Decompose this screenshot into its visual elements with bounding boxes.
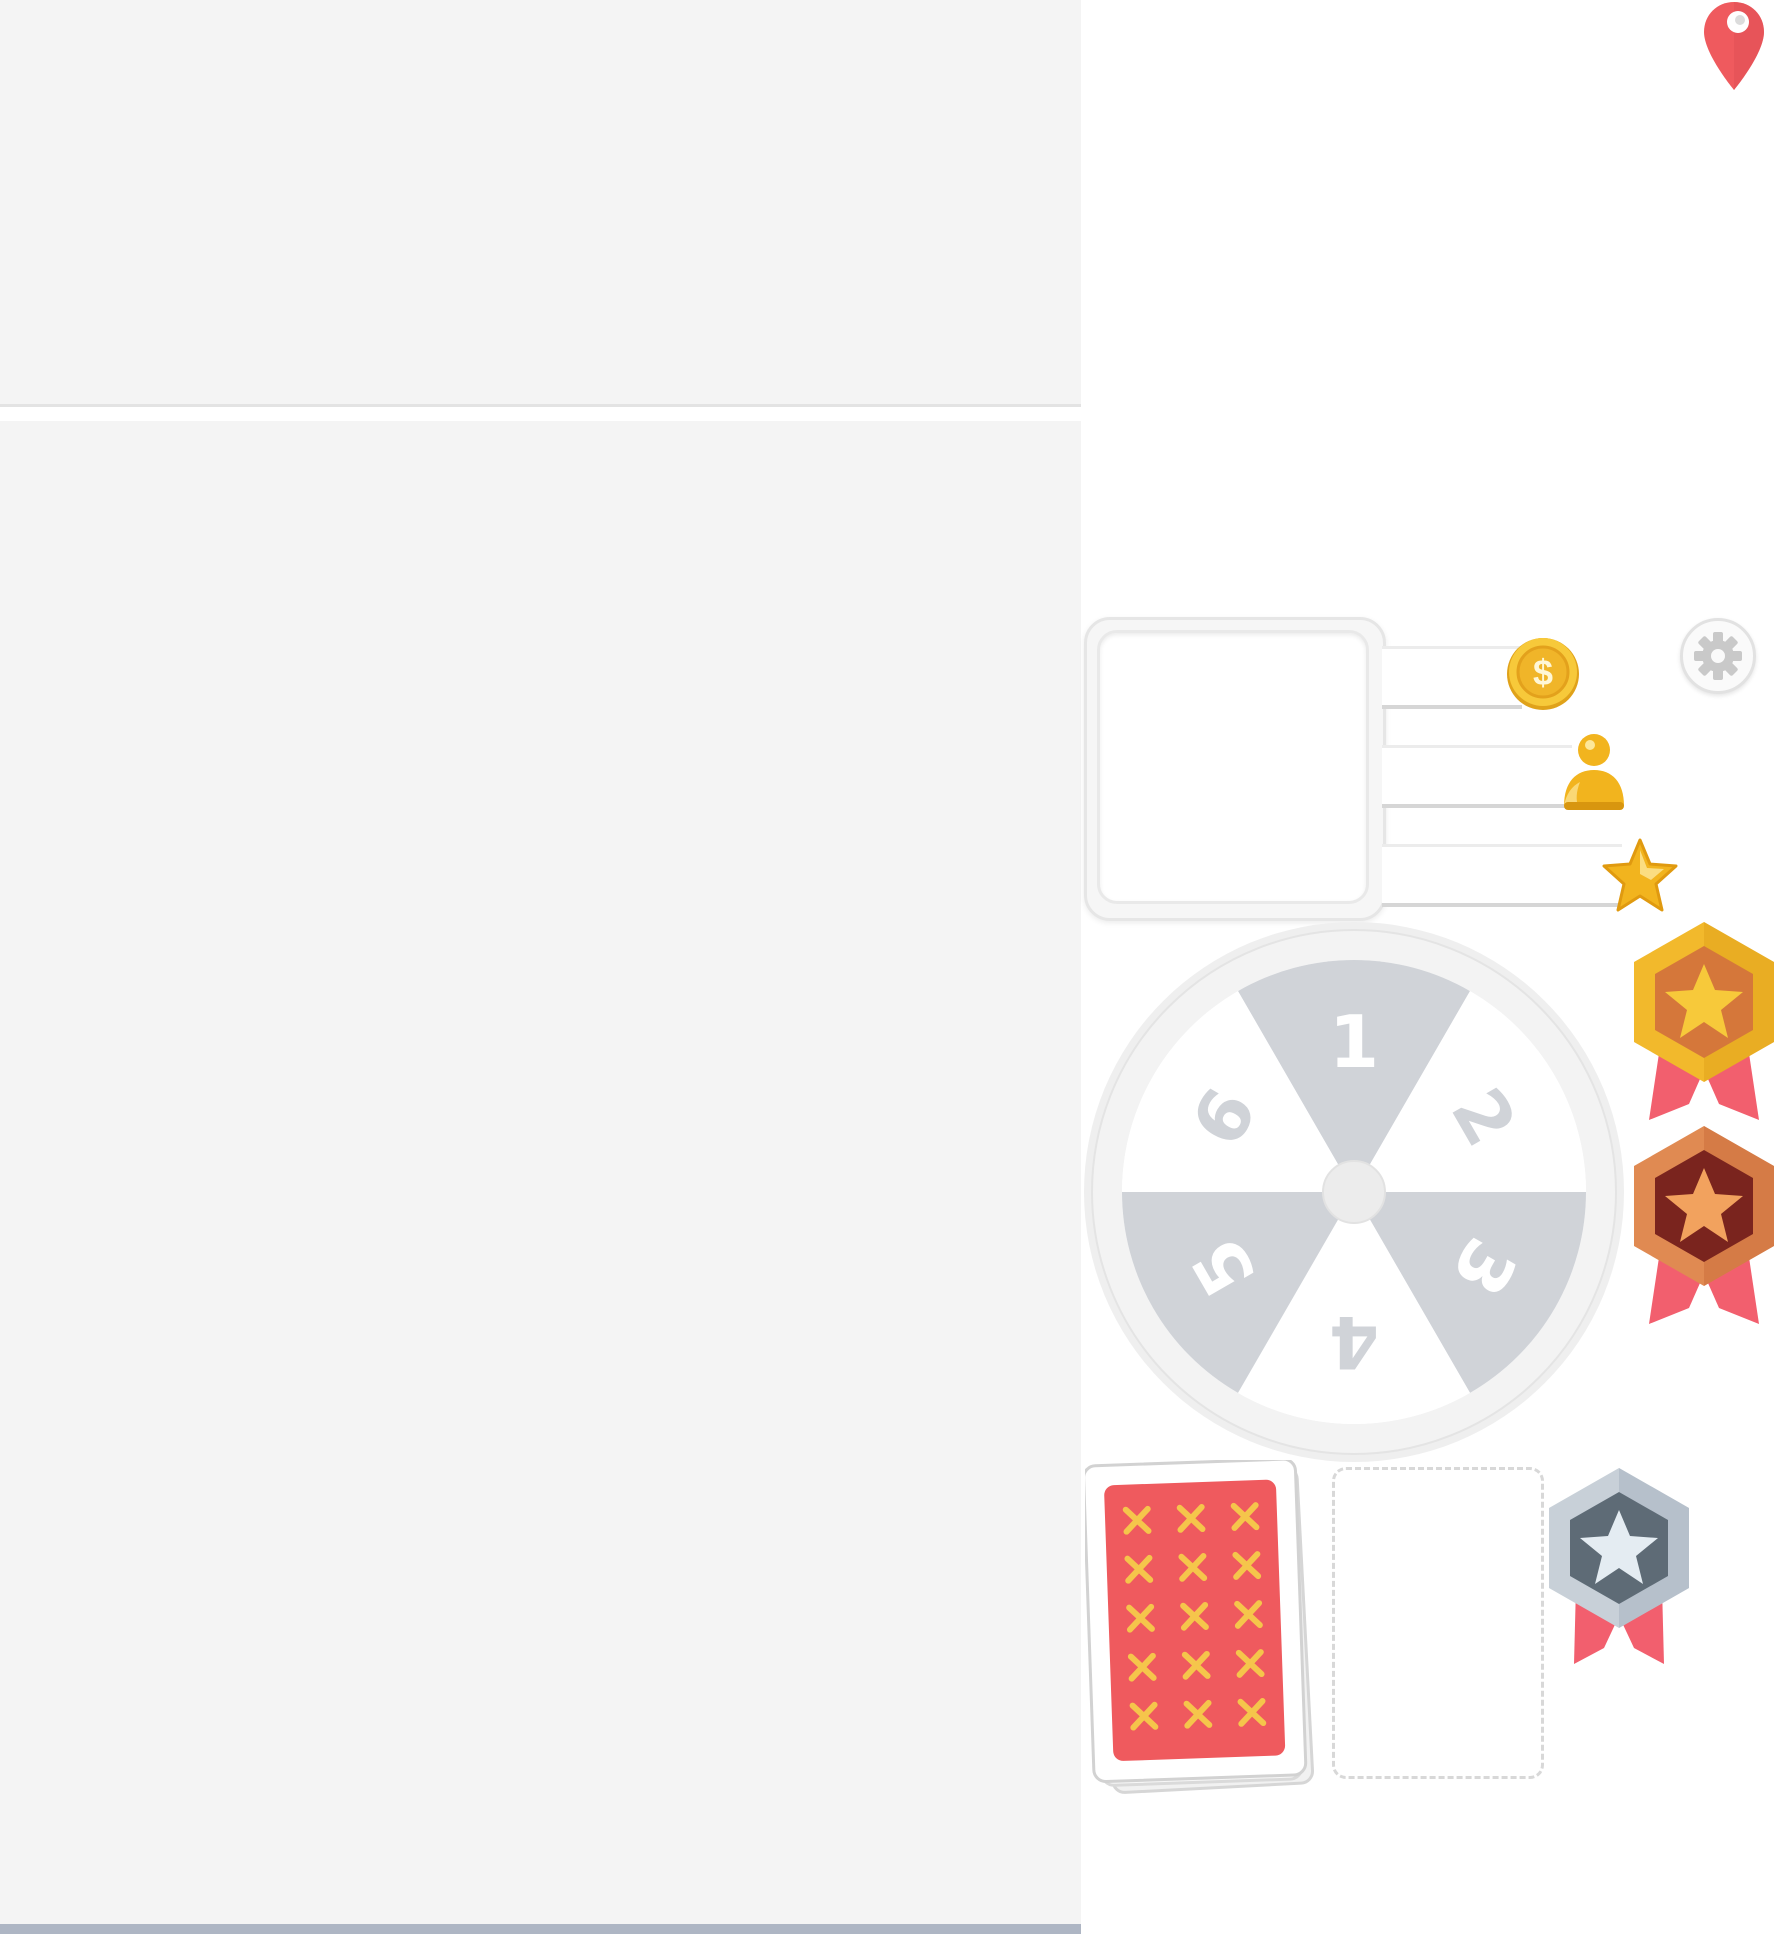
coin-icon: $ [1507,638,1579,710]
wheel-number-label: 1 [1329,1000,1379,1084]
wheel-segment [1354,1192,1586,1393]
empty-card-slot[interactable] [1332,1467,1544,1779]
settings-button[interactable] [1680,618,1756,694]
card-deck-icon[interactable] [1085,1460,1325,1800]
game-board-area [0,0,1081,1934]
board-top-section [0,0,1081,407]
wheel-segment [1122,1192,1354,1393]
person-icon [1564,734,1624,810]
silver-medal-icon[interactable] [1546,1466,1692,1666]
coins-bar [1382,646,1522,709]
gold-medal-icon[interactable] [1631,920,1774,1120]
board-divider [0,407,1081,421]
star-icon [1602,838,1678,912]
wheel-segment [1122,991,1354,1192]
gear-icon [1694,632,1742,680]
board-bottom-bar [0,1924,1081,1934]
wheel-segment [1238,960,1470,1192]
wheel-hub [1322,1160,1386,1224]
wheel-segment [1238,1192,1470,1424]
player-portrait-frame[interactable] [1084,617,1386,921]
players-bar [1382,745,1572,808]
svg-text:$: $ [1533,652,1553,693]
wheel-segment [1354,991,1586,1192]
location-pin-icon[interactable] [1702,0,1766,92]
player-portrait [1097,630,1369,904]
bronze-medal-icon[interactable] [1631,1124,1774,1324]
stars-bar [1382,844,1622,907]
wheel-number-label: 4 [1329,1300,1379,1384]
